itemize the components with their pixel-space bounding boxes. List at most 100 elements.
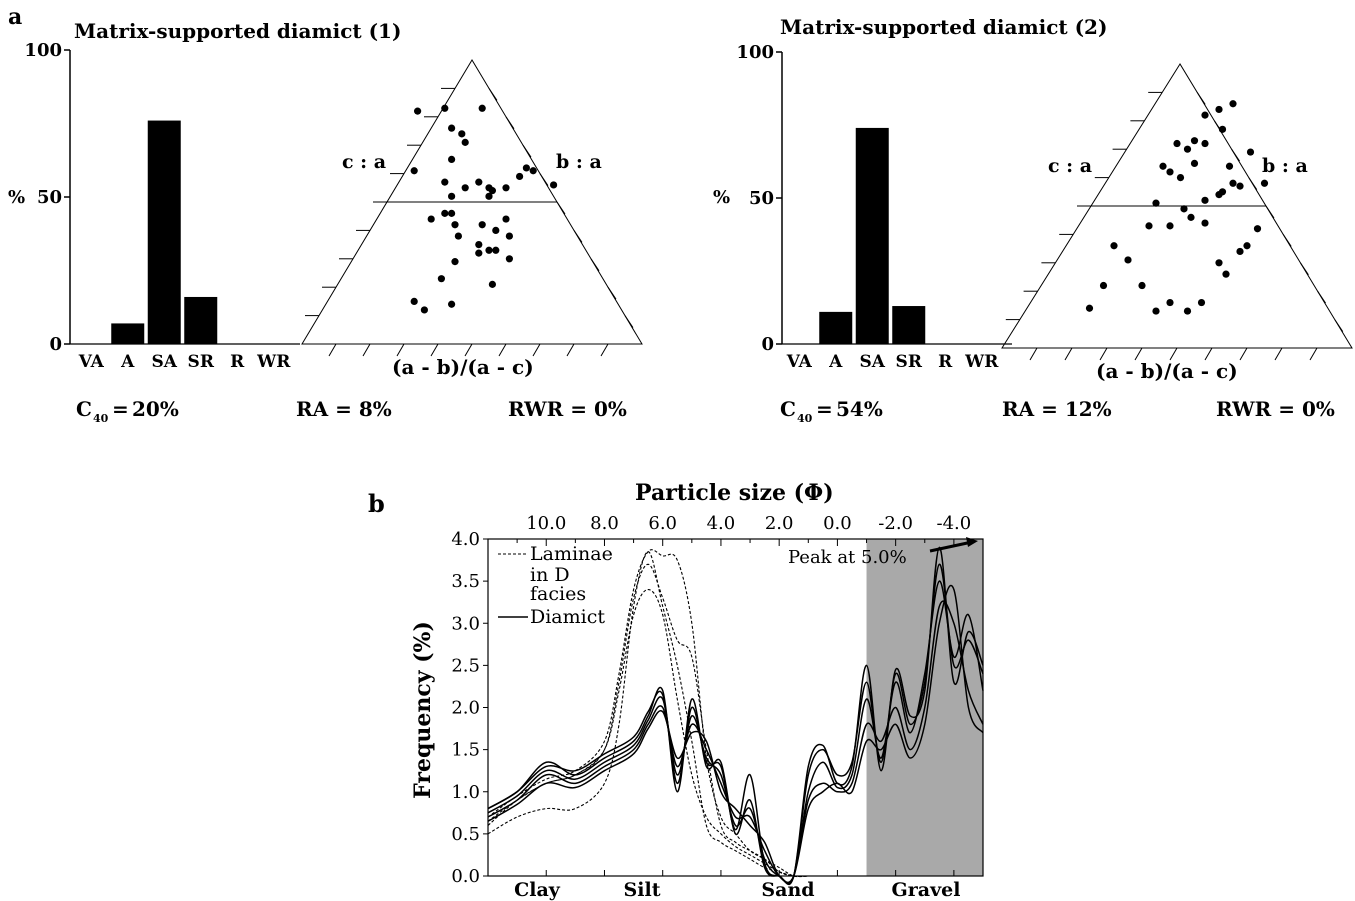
ternary-point [1159,162,1167,170]
y-tick-label: 50 [749,188,774,209]
chart-1-ylabel: % [8,187,25,208]
ternary-tick [1282,234,1292,247]
ternary-tick [1196,92,1206,105]
chart-1-y-ticks: 0 50 100 [24,40,300,355]
ternary-point [502,215,510,223]
chart-2-ternary-left-label: c : a [1048,155,1092,177]
ternary-tick [556,201,566,215]
bar-sa [147,120,181,344]
ternary-point [488,187,496,195]
ternary-point [1152,307,1160,315]
ternary-tick [1029,347,1038,361]
chart-2-ternary-right-label: b : a [1262,155,1308,177]
y-ticks: 0.0 0.5 1.0 1.5 2.0 2.5 3.0 3.5 4.0 [451,529,488,887]
ternary-point [1236,182,1244,190]
ternary-tick [430,343,439,357]
ternary-tick [1265,205,1275,219]
chart-2-ternary [1001,63,1353,361]
laminae-series-1 [487,588,823,877]
ternary-point [448,124,456,132]
svg-text:40: 40 [797,412,813,425]
ternary-point [437,275,445,283]
ternary-point [1166,298,1174,307]
ternary-tick [396,343,405,357]
y-axis-title: Frequency (%) [410,621,436,799]
ternary-point [1218,188,1227,196]
y-tick-label: 1.5 [451,740,480,761]
ternary-tick [505,116,515,130]
chart-2-c40-value: 54% [836,397,883,421]
ternary-point [505,255,513,263]
ternary-tick [539,173,549,186]
diamict-series-7 [487,584,984,884]
ternary-tick [1248,177,1258,190]
chart-1-ternary-bottom-label: (a - b)/(a - c) [392,355,534,379]
ternary-point [458,130,466,138]
bar-sa [855,127,889,344]
y-tick-label: 0 [761,334,774,355]
ternary-point [420,306,428,314]
bar-a [111,323,145,344]
ternary-point [550,181,558,189]
bar-sr [892,306,926,344]
ternary-point [448,300,456,308]
ternary-point [1229,100,1237,108]
ternary-tick [1317,290,1327,304]
peak-arrowhead [966,537,978,547]
ternary-point [1243,242,1251,250]
class-label-silt: Silt [624,879,661,901]
x-axis-title: Particle size (Φ) [635,480,834,506]
ternary-point [1225,162,1234,170]
ternary-tick [1334,319,1344,332]
bar-sr [184,296,218,344]
x-tick-label: -2.0 [878,513,913,534]
ternary-point [448,155,456,163]
ternary-point [475,249,483,257]
y-tick-label: 2.0 [451,698,480,719]
ternary-point [475,178,483,186]
y-tick-label: 1.0 [451,782,480,803]
chart-1-c40-value: 20% [132,397,179,421]
category-label-a: A [120,352,135,372]
ternary-point [1236,247,1244,256]
ternary-tick [532,343,541,357]
legend-label: Diamict [530,606,605,628]
ternary-point [1180,205,1188,213]
ternary-tick [1299,262,1309,276]
ternary-tick [488,88,498,101]
ternary-point [488,280,496,288]
frequency-series [487,546,984,886]
bar-a [819,311,853,344]
bar-chart-2: Matrix-supported diamict (2) % 0 50 100 VA… [713,15,1353,425]
ternary-point [454,232,462,240]
ternary-point [448,209,456,217]
ternary-point [1246,148,1255,156]
ternary-tick [498,343,507,357]
y-tick-label: 0.5 [451,824,480,845]
ternary-point [1190,159,1199,167]
ternary-point [492,246,500,254]
peak-annotation: Peak at 5.0% [788,547,907,568]
chart-1-ra: RA = 8% [296,397,392,421]
laminae-series-2 [487,549,823,878]
ternary-point [1253,225,1262,233]
ternary-point [1218,125,1227,133]
ternary-point [1222,270,1230,278]
category-label-wr: WR [964,352,999,372]
ternary-point [485,246,493,254]
ternary-point [492,226,500,234]
ternary-point [448,192,456,200]
svg-text:=: = [816,397,833,421]
svg-text:40: 40 [93,412,109,425]
ternary-tick [1169,347,1178,361]
category-label-wr: WR [256,352,291,372]
ternary-point [502,184,510,192]
legend-label: Laminae [530,543,613,565]
ternary-point [485,192,493,200]
chart-2-c40: C 40 = 54% [780,397,883,425]
category-label-r: R [230,352,245,372]
x-tick-label: 8.0 [590,513,619,534]
ternary-point [427,215,435,223]
ternary-point [1145,222,1153,230]
